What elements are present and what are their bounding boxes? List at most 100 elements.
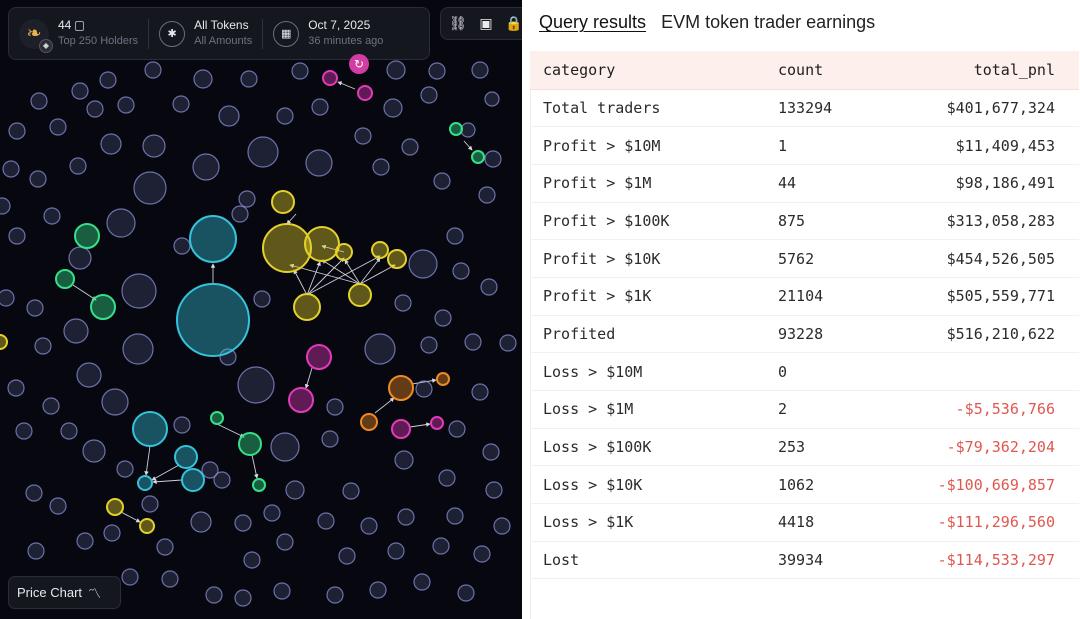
holder-bubble[interactable]: [27, 542, 45, 560]
cluster-bubble[interactable]: [74, 223, 100, 249]
holder-bubble[interactable]: [173, 237, 191, 255]
holder-bubble[interactable]: [484, 91, 500, 107]
holder-bubble[interactable]: [237, 366, 275, 404]
holder-bubble[interactable]: [493, 517, 511, 535]
cluster-bubble[interactable]: [238, 432, 262, 456]
holder-bubble[interactable]: [270, 432, 300, 462]
holder-bubble[interactable]: [326, 586, 344, 604]
holder-bubble[interactable]: [342, 482, 360, 500]
holder-bubble[interactable]: [338, 547, 356, 565]
holder-bubble[interactable]: [82, 439, 106, 463]
holder-bubble[interactable]: [397, 508, 415, 526]
holder-bubble[interactable]: [471, 61, 489, 79]
cluster-bubble[interactable]: [360, 413, 378, 431]
holder-bubble[interactable]: [101, 388, 129, 416]
bubble-map-panel[interactable]: ❧ ◆ 44 Top 250 Holders ✱ All Tokens All …: [0, 0, 522, 619]
holder-bubble[interactable]: [192, 153, 220, 181]
holder-bubble[interactable]: [480, 278, 498, 296]
holder-bubble[interactable]: [7, 379, 25, 397]
cluster-bubble[interactable]: [0, 334, 8, 350]
holder-bubble[interactable]: [121, 273, 157, 309]
holder-bubble[interactable]: [8, 227, 26, 245]
holder-bubble[interactable]: [26, 299, 44, 317]
holder-bubble[interactable]: [234, 514, 252, 532]
holder-bubble[interactable]: [172, 95, 190, 113]
holder-bubble[interactable]: [42, 397, 60, 415]
holder-bubble[interactable]: [63, 318, 89, 344]
holder-bubble[interactable]: [433, 172, 451, 190]
cluster-bubble[interactable]: [436, 372, 450, 386]
cluster-bubble[interactable]: [357, 85, 373, 101]
table-row[interactable]: Profit > $1M 44 $98,186,491: [530, 164, 1079, 203]
holder-bubble[interactable]: [15, 422, 33, 440]
holder-bubble[interactable]: [438, 469, 456, 487]
cluster-bubble[interactable]: [271, 190, 295, 214]
holder-bubble[interactable]: [30, 92, 48, 110]
holder-bubble[interactable]: [49, 497, 67, 515]
holder-bubble[interactable]: [383, 98, 403, 118]
holder-bubble[interactable]: [499, 334, 517, 352]
cluster-bubble[interactable]: [176, 283, 250, 357]
holder-bubble[interactable]: [0, 197, 11, 215]
table-row[interactable]: Loss > $1M 2 -$5,536,766: [530, 390, 1079, 429]
cluster-bubble[interactable]: [449, 122, 463, 136]
holder-bubble[interactable]: [428, 62, 446, 80]
holder-bubble[interactable]: [71, 82, 89, 100]
cluster-bubble[interactable]: [388, 375, 414, 401]
holder-bubble[interactable]: [432, 537, 450, 555]
cluster-bubble[interactable]: [106, 498, 124, 516]
table-row[interactable]: Loss > $100K 253 -$79,362,204: [530, 428, 1079, 467]
holder-bubble[interactable]: [231, 205, 249, 223]
cluster-bubble[interactable]: [181, 468, 205, 492]
holder-bubble[interactable]: [460, 122, 476, 138]
cluster-bubble[interactable]: [306, 344, 332, 370]
holder-bubble[interactable]: [142, 134, 166, 158]
holder-bubble[interactable]: [276, 107, 294, 125]
holder-bubble[interactable]: [354, 127, 372, 145]
holder-bubble[interactable]: [201, 461, 219, 479]
holder-bubble[interactable]: [317, 512, 335, 530]
holder-bubble[interactable]: [76, 532, 94, 550]
holder-bubble[interactable]: [291, 62, 309, 80]
table-row[interactable]: Profit > $10M 1 $11,409,453: [530, 126, 1079, 165]
holder-bubble[interactable]: [68, 246, 92, 270]
holder-bubble[interactable]: [133, 171, 167, 205]
holder-bubble[interactable]: [464, 333, 482, 351]
holder-bubble[interactable]: [29, 170, 47, 188]
cluster-bubble[interactable]: [210, 411, 224, 425]
cluster-bubble[interactable]: [262, 223, 312, 273]
holder-bubble[interactable]: [413, 573, 431, 591]
holder-bubble[interactable]: [326, 398, 344, 416]
holder-bubble[interactable]: [25, 484, 43, 502]
cluster-bubble[interactable]: [252, 478, 266, 492]
cluster-bubble[interactable]: [322, 70, 338, 86]
holder-bubble[interactable]: [8, 122, 26, 140]
holder-bubble[interactable]: [69, 157, 87, 175]
holder-bubble[interactable]: [434, 309, 452, 327]
holder-bubble[interactable]: [121, 568, 139, 586]
holder-bubble[interactable]: [34, 337, 52, 355]
holder-bubble[interactable]: [448, 420, 466, 438]
cluster-bubble[interactable]: [132, 411, 168, 447]
holder-bubble[interactable]: [485, 481, 503, 499]
holder-bubble[interactable]: [218, 105, 240, 127]
holder-bubble[interactable]: [240, 70, 258, 88]
cluster-bubble[interactable]: [391, 419, 411, 439]
holder-bubble[interactable]: [273, 582, 291, 600]
cluster-bubble[interactable]: [174, 445, 198, 469]
holder-bubble[interactable]: [173, 416, 191, 434]
cluster-bubble[interactable]: [348, 283, 372, 307]
holder-bubble[interactable]: [394, 294, 412, 312]
holder-bubble[interactable]: [213, 471, 231, 489]
holder-bubble[interactable]: [205, 586, 223, 604]
holder-bubble[interactable]: [263, 504, 281, 522]
holder-bubble[interactable]: [234, 589, 252, 607]
holder-bubble[interactable]: [446, 507, 464, 525]
holder-bubble[interactable]: [408, 249, 438, 279]
holder-bubble[interactable]: [457, 584, 475, 602]
holder-bubble[interactable]: [484, 150, 502, 168]
holder-bubble[interactable]: [60, 422, 78, 440]
cluster-bubble[interactable]: [137, 475, 153, 491]
cluster-bubble[interactable]: [387, 249, 407, 269]
holder-bubble[interactable]: [311, 98, 329, 116]
